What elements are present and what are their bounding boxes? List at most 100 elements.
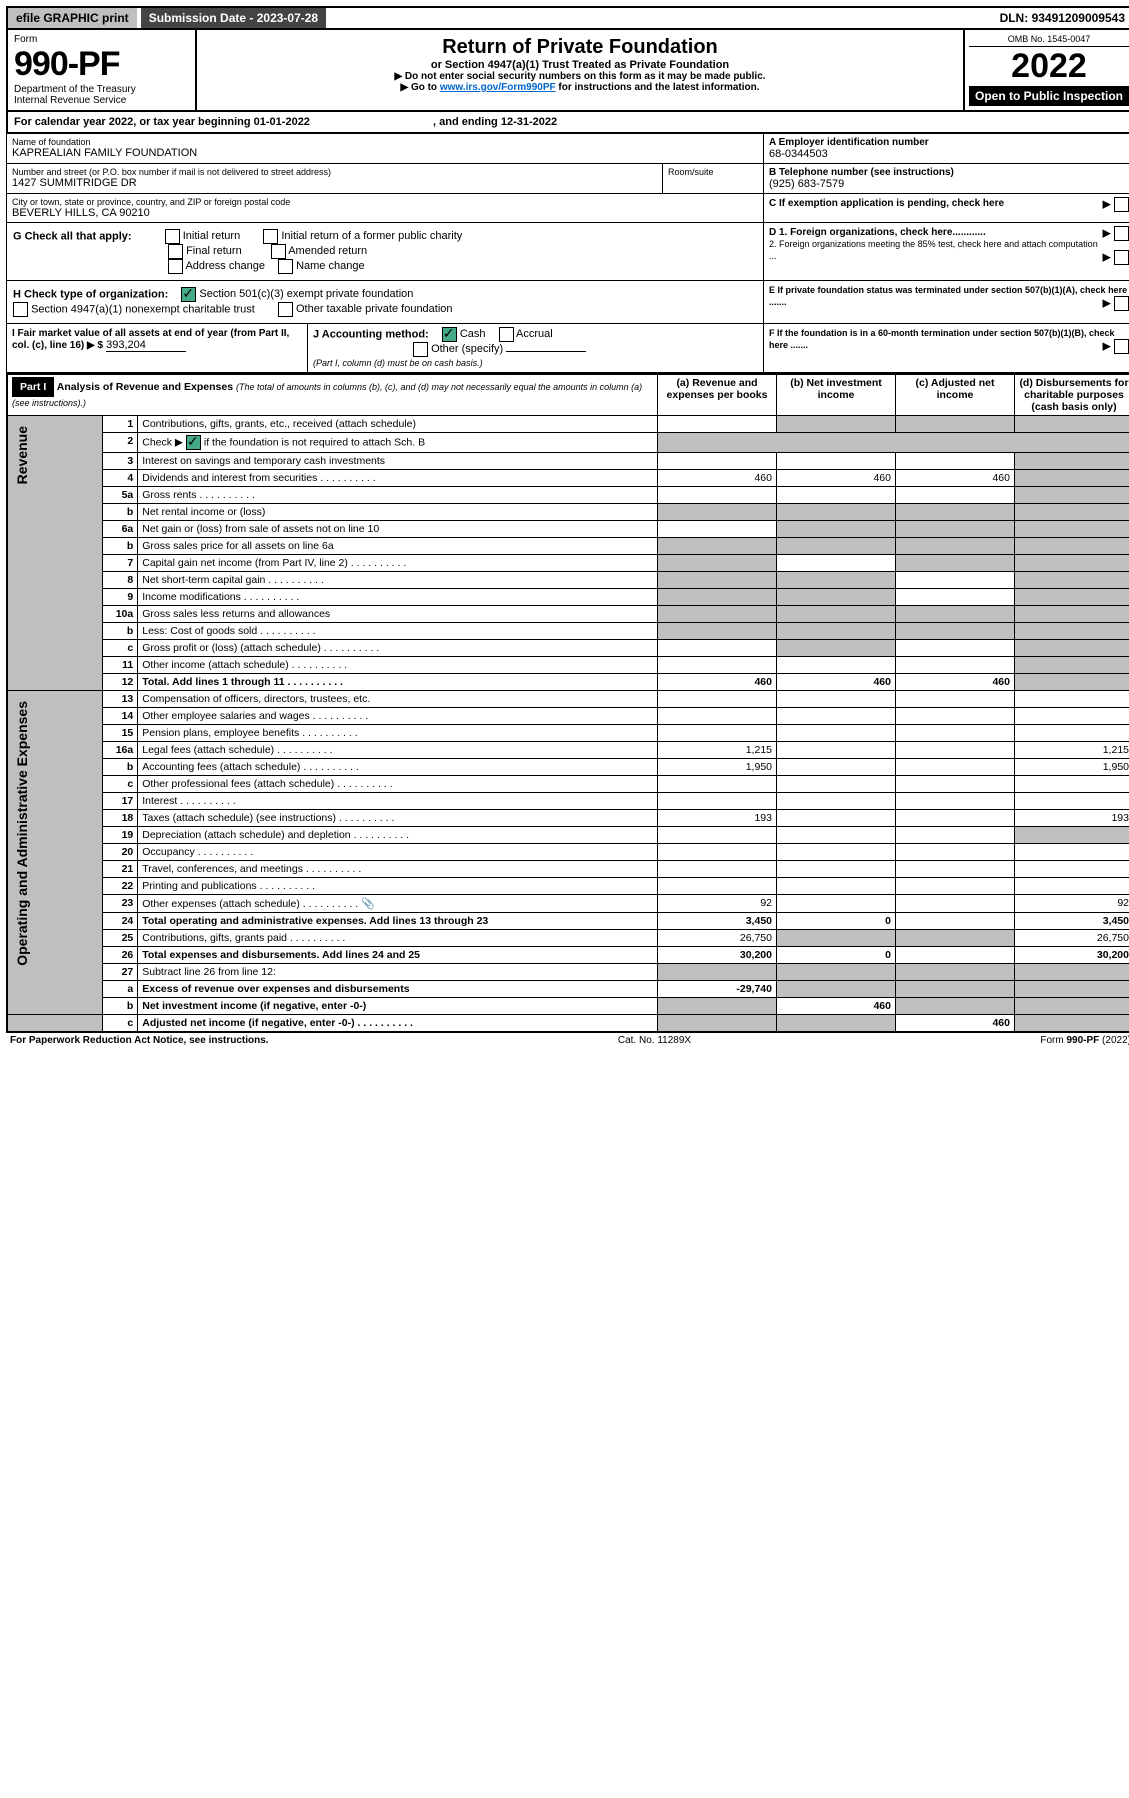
form-number: 990-PF xyxy=(14,45,189,84)
amt-a: 193 xyxy=(658,810,777,827)
row-text: Other income (attach schedule) xyxy=(138,657,658,674)
expenses-section-label: Operating and Administrative Expenses xyxy=(12,693,32,974)
header-left: Form 990-PF Department of the Treasury I… xyxy=(8,30,197,110)
g-label: G Check all that apply: xyxy=(13,230,132,242)
row-text: Subtract line 26 from line 12: xyxy=(138,964,658,981)
row-text: Contributions, gifts, grants paid xyxy=(138,930,658,947)
row-num: b xyxy=(103,759,138,776)
j-other-checkbox[interactable] xyxy=(413,342,428,357)
row-num: 6a xyxy=(103,521,138,538)
footer-left: For Paperwork Reduction Act Notice, see … xyxy=(10,1035,269,1046)
tel-value: (925) 683-7579 xyxy=(769,178,1129,190)
ein-value: 68-0344503 xyxy=(769,148,1129,160)
amt-b: 460 xyxy=(777,674,896,691)
g-d-row: G Check all that apply: Initial return I… xyxy=(6,223,1129,281)
d1-checkbox[interactable] xyxy=(1114,226,1129,241)
table-row: bNet rental income or (loss) xyxy=(7,504,1129,521)
row-text: Interest on savings and temporary cash i… xyxy=(138,453,658,470)
g-amended-checkbox[interactable] xyxy=(271,244,286,259)
row-text: Total. Add lines 1 through 11 xyxy=(138,674,658,691)
row-text: Net short-term capital gain xyxy=(138,572,658,589)
row-num: c xyxy=(103,776,138,793)
city-value: BEVERLY HILLS, CA 90210 xyxy=(12,207,758,219)
row-text: Compensation of officers, directors, tru… xyxy=(138,691,658,708)
table-row: 10aGross sales less returns and allowanc… xyxy=(7,606,1129,623)
h-other-checkbox[interactable] xyxy=(278,302,293,317)
attachment-icon[interactable]: 📎 xyxy=(361,898,375,910)
table-row: cOther professional fees (attach schedul… xyxy=(7,776,1129,793)
amt-c: 460 xyxy=(896,470,1015,487)
schb-checkbox[interactable] xyxy=(186,435,201,450)
footer-cat: Cat. No. 11289X xyxy=(618,1035,691,1046)
c-checkbox[interactable] xyxy=(1114,197,1129,212)
row-text: Excess of revenue over expenses and disb… xyxy=(138,981,658,998)
dept-label: Department of the Treasury xyxy=(14,84,189,95)
row-num: 22 xyxy=(103,878,138,895)
h-other: Other taxable private foundation xyxy=(296,303,453,315)
table-row: bLess: Cost of goods sold xyxy=(7,623,1129,640)
table-row: bNet investment income (if negative, ent… xyxy=(7,998,1129,1015)
header-center: Return of Private Foundation or Section … xyxy=(197,30,963,110)
g-name-checkbox[interactable] xyxy=(278,259,293,274)
part1-title: Analysis of Revenue and Expenses xyxy=(57,381,233,393)
amt-a: 1,950 xyxy=(658,759,777,776)
table-row: 5aGross rents xyxy=(7,487,1129,504)
table-row: 4Dividends and interest from securities4… xyxy=(7,470,1129,487)
row-text: Legal fees (attach schedule) xyxy=(138,742,658,759)
table-row: 2Check ▶ if the foundation is not requir… xyxy=(7,433,1129,453)
form-subtitle: or Section 4947(a)(1) Trust Treated as P… xyxy=(203,59,957,71)
g-address-checkbox[interactable] xyxy=(168,259,183,274)
table-row: 26Total expenses and disbursements. Add … xyxy=(7,947,1129,964)
h-e-row: H Check type of organization: Section 50… xyxy=(6,281,1129,324)
cal-begin: 01-01-2022 xyxy=(254,116,310,128)
g-initial: Initial return xyxy=(183,230,240,242)
row-num: 20 xyxy=(103,844,138,861)
table-row: 14Other employee salaries and wages xyxy=(7,708,1129,725)
table-row: Operating and Administrative Expenses 13… xyxy=(7,691,1129,708)
j-cash-checkbox[interactable] xyxy=(442,327,457,342)
form990pf-link[interactable]: www.irs.gov/Form990PF xyxy=(440,82,556,93)
i-value: 393,204 xyxy=(106,339,186,352)
row-text: Adjusted net income (if negative, enter … xyxy=(138,1015,658,1033)
h-4947-checkbox[interactable] xyxy=(13,302,28,317)
row-num: 23 xyxy=(103,895,138,913)
row-text: Accounting fees (attach schedule) xyxy=(138,759,658,776)
row-num: 27 xyxy=(103,964,138,981)
row-text: Printing and publications xyxy=(138,878,658,895)
j-other-line xyxy=(506,351,586,352)
row-num: b xyxy=(103,538,138,555)
amt-a: 92 xyxy=(658,895,777,913)
amt-b: 460 xyxy=(777,470,896,487)
tel-label: B Telephone number (see instructions) xyxy=(769,167,1129,178)
row-num: 19 xyxy=(103,827,138,844)
omb-number: OMB No. 1545-0047 xyxy=(969,34,1129,47)
city-c-row: City or town, state or province, country… xyxy=(6,194,1129,223)
h-501: Section 501(c)(3) exempt private foundat… xyxy=(199,288,413,300)
f-checkbox[interactable] xyxy=(1114,339,1129,354)
row-num: 21 xyxy=(103,861,138,878)
submission-date: Submission Date - 2023-07-28 xyxy=(141,8,326,28)
col-a-header: (a) Revenue and expenses per books xyxy=(658,374,777,416)
h-501-checkbox[interactable] xyxy=(181,287,196,302)
g-final-checkbox[interactable] xyxy=(168,244,183,259)
table-row: 25Contributions, gifts, grants paid26,75… xyxy=(7,930,1129,947)
addr-tel-row: Number and street (or P.O. box number if… xyxy=(6,164,1129,194)
d-section: D 1. Foreign organizations, check here..… xyxy=(764,223,1129,280)
amt-a: 1,215 xyxy=(658,742,777,759)
name-label: Name of foundation xyxy=(12,137,758,147)
e-checkbox[interactable] xyxy=(1114,296,1129,311)
table-row: 6aNet gain or (loss) from sale of assets… xyxy=(7,521,1129,538)
footer-formno: 990-PF xyxy=(1066,1035,1099,1046)
table-row: 18Taxes (attach schedule) (see instructi… xyxy=(7,810,1129,827)
g-initial-checkbox[interactable] xyxy=(165,229,180,244)
row-num: 13 xyxy=(103,691,138,708)
row-text: Total operating and administrative expen… xyxy=(138,913,658,930)
d2-checkbox[interactable] xyxy=(1114,250,1129,265)
dln-label: DLN: xyxy=(1000,11,1032,25)
j-accrual-checkbox[interactable] xyxy=(499,327,514,342)
row-text: Check ▶ if the foundation is not require… xyxy=(138,433,658,453)
g-initial-former-checkbox[interactable] xyxy=(263,229,278,244)
amt-d: 1,215 xyxy=(1015,742,1129,759)
table-row: cGross profit or (loss) (attach schedule… xyxy=(7,640,1129,657)
efile-print-button[interactable]: efile GRAPHIC print xyxy=(8,8,137,28)
